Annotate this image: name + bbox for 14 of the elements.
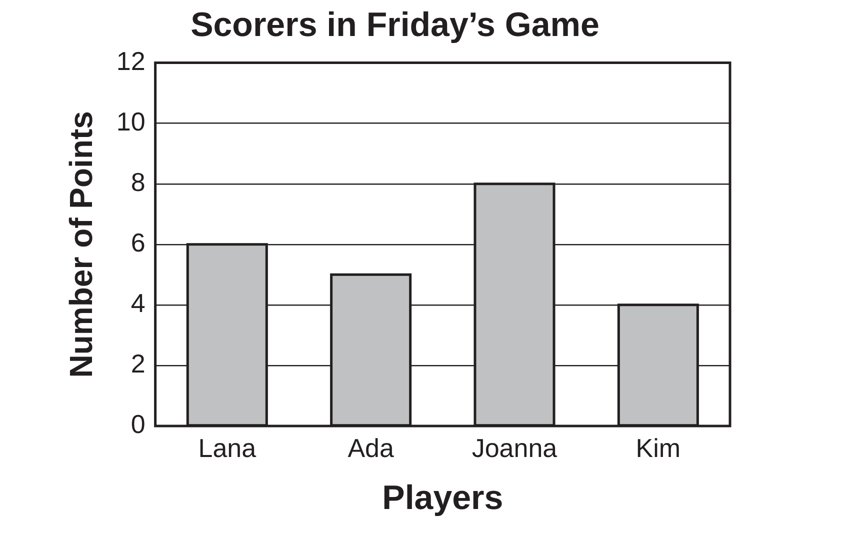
x-axis-title: Players (382, 478, 504, 517)
y-tick-label: 12 (116, 46, 146, 76)
y-tick-label: 6 (130, 228, 146, 258)
x-tick-label: Kim (636, 432, 681, 463)
y-tick-label: 4 (130, 288, 146, 318)
y-axis-title: Number of Points (63, 111, 100, 378)
y-tick-label: 0 (130, 409, 146, 440)
chart-title: Scorers in Friday’s Game (190, 6, 600, 44)
y-tick-label: 10 (116, 106, 146, 137)
x-tick-label: Ada (348, 432, 394, 463)
x-tick-label: Lana (198, 432, 257, 463)
x-tick-label: Joanna (472, 432, 558, 463)
y-tick-label: 2 (130, 348, 146, 379)
y-tick-label: 8 (130, 167, 146, 198)
